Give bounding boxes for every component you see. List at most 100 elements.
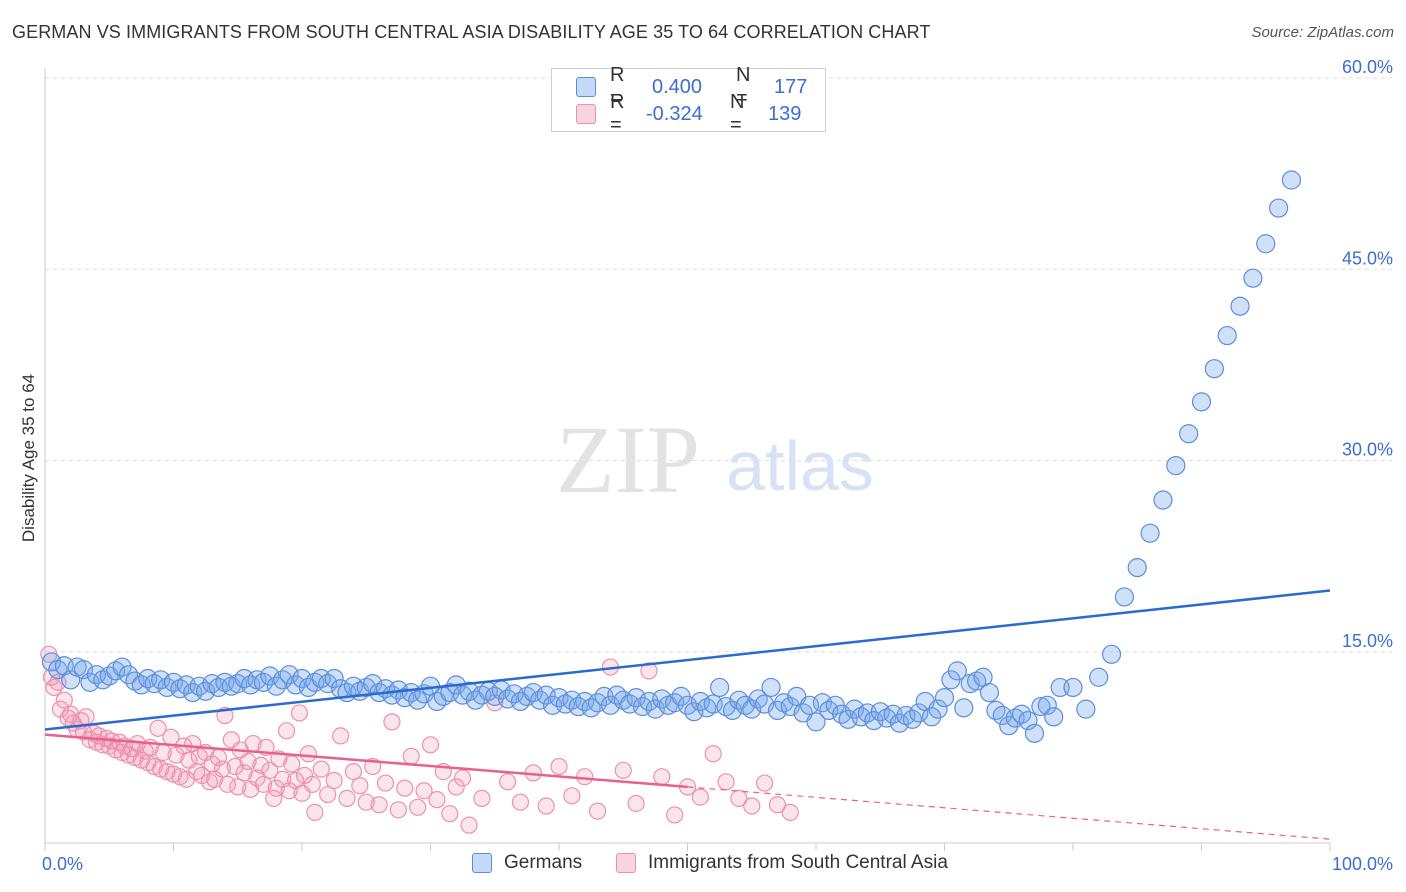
data-point-immigrants bbox=[402, 747, 420, 765]
legend-n-label: N = bbox=[736, 64, 751, 109]
data-point-germans bbox=[684, 702, 704, 722]
data-point-germans bbox=[934, 688, 955, 708]
x-tick-label-min: 0.0% bbox=[42, 854, 83, 874]
data-point-germans bbox=[1243, 268, 1263, 288]
data-point-immigrants bbox=[261, 761, 279, 779]
data-point-immigrants bbox=[252, 756, 270, 774]
series-immigrants-points bbox=[40, 645, 799, 834]
data-point-immigrants bbox=[331, 727, 350, 745]
data-point-germans bbox=[986, 700, 1006, 721]
data-point-germans bbox=[748, 689, 768, 709]
data-point-immigrants bbox=[312, 760, 330, 778]
data-point-germans bbox=[1256, 234, 1276, 254]
data-point-immigrants bbox=[344, 762, 362, 781]
legend-n-value: 139 bbox=[768, 102, 802, 125]
data-point-immigrants bbox=[511, 793, 530, 811]
data-point-immigrants bbox=[376, 774, 395, 792]
data-point-germans bbox=[1217, 325, 1237, 346]
data-point-immigrants bbox=[357, 793, 375, 811]
data-point-immigrants bbox=[743, 797, 761, 815]
data-point-immigrants bbox=[267, 779, 285, 797]
data-point-germans bbox=[1127, 557, 1147, 578]
bottom-legend-swatch-germans bbox=[472, 853, 492, 873]
bottom-legend-swatch-immigrants bbox=[616, 853, 636, 873]
source-label: Source: ZipAtlas.com bbox=[1251, 24, 1394, 41]
data-point-immigrants bbox=[149, 719, 167, 737]
watermark-zip: ZIP bbox=[556, 406, 700, 513]
bottom-legend-label-immigrants: Immigrants from South Central Asia bbox=[648, 852, 948, 873]
legend-swatch-immigrants bbox=[576, 104, 596, 124]
data-point-germans bbox=[722, 700, 743, 721]
data-point-germans bbox=[710, 677, 730, 698]
data-point-germans bbox=[1166, 456, 1186, 476]
data-point-immigrants bbox=[290, 704, 309, 722]
data-point-immigrants bbox=[428, 791, 446, 809]
data-point-immigrants bbox=[704, 745, 722, 763]
data-point-germans bbox=[1140, 523, 1160, 543]
data-point-germans bbox=[581, 698, 601, 718]
data-point-immigrants bbox=[338, 789, 356, 807]
data-point-immigrants bbox=[299, 745, 318, 763]
data-point-immigrants bbox=[717, 773, 735, 791]
data-point-germans bbox=[530, 690, 550, 710]
legend-n-value: 177 bbox=[774, 75, 808, 98]
data-point-immigrants bbox=[537, 797, 555, 815]
data-point-immigrants bbox=[563, 787, 581, 805]
data-point-germans bbox=[1031, 696, 1051, 717]
data-point-immigrants bbox=[691, 788, 709, 806]
data-point-immigrants bbox=[319, 785, 337, 804]
data-point-immigrants bbox=[55, 691, 73, 709]
data-point-immigrants bbox=[409, 798, 427, 816]
data-point-germans bbox=[767, 700, 788, 721]
data-point-immigrants bbox=[768, 796, 787, 814]
data-point-immigrants bbox=[550, 757, 568, 776]
data-point-germans bbox=[819, 700, 839, 721]
legend-r-value: 0.400 bbox=[652, 75, 703, 98]
data-point-immigrants bbox=[213, 760, 231, 778]
data-point-immigrants bbox=[389, 801, 407, 819]
legend-r-value: -0.324 bbox=[646, 102, 703, 125]
trend-line-immigrants bbox=[44, 733, 688, 789]
legend-n-label: N = bbox=[730, 91, 745, 136]
data-point-immigrants bbox=[640, 662, 658, 680]
data-point-germans bbox=[273, 670, 293, 690]
data-point-immigrants bbox=[77, 708, 95, 726]
data-point-germans bbox=[1063, 677, 1083, 698]
data-point-immigrants bbox=[666, 806, 684, 824]
data-point-germans bbox=[979, 682, 1000, 703]
grid-lines bbox=[45, 77, 1392, 653]
data-point-germans bbox=[1204, 359, 1224, 379]
trend-line-germans bbox=[44, 589, 1331, 731]
data-point-immigrants bbox=[306, 803, 324, 822]
data-point-germans bbox=[1114, 587, 1135, 607]
tick-labels: 15.0% 30.0% 45.0% 60.0% 0.0% 100.0% bbox=[42, 57, 1393, 874]
axes bbox=[44, 68, 1331, 851]
legend-row-germans: R = 0.400 N = 177 bbox=[576, 64, 808, 109]
data-point-immigrants bbox=[226, 757, 244, 776]
correlation-legend: R = 0.400 N = 177 R = -0.324 N = 139 bbox=[551, 64, 826, 136]
data-point-germans bbox=[1089, 667, 1109, 687]
x-tick-label-max: 100.0% bbox=[1332, 854, 1393, 874]
data-point-immigrants bbox=[303, 775, 321, 793]
trend-lines bbox=[44, 589, 1331, 840]
bottom-legend-immigrants: Immigrants from South Central Asia bbox=[616, 852, 948, 874]
data-point-immigrants bbox=[730, 789, 748, 807]
data-point-germans bbox=[909, 703, 929, 723]
data-point-immigrants bbox=[454, 769, 472, 787]
data-point-germans bbox=[954, 698, 974, 718]
data-point-germans bbox=[196, 681, 216, 701]
watermark-atlas: atlas bbox=[726, 427, 874, 505]
legend-swatch-germans bbox=[576, 77, 596, 97]
data-point-immigrants bbox=[614, 761, 632, 779]
data-point-germans bbox=[645, 699, 665, 719]
bottom-legend-germans: Germans bbox=[472, 852, 582, 874]
data-point-immigrants bbox=[755, 774, 774, 792]
data-point-germans bbox=[1101, 644, 1122, 664]
y-axis-label: Disability Age 35 to 64 bbox=[19, 374, 38, 542]
data-point-immigrants bbox=[447, 778, 465, 796]
data-point-immigrants bbox=[499, 773, 517, 791]
data-point-germans bbox=[806, 712, 826, 732]
series-germans-points bbox=[41, 170, 1302, 743]
data-point-immigrants bbox=[473, 789, 491, 807]
